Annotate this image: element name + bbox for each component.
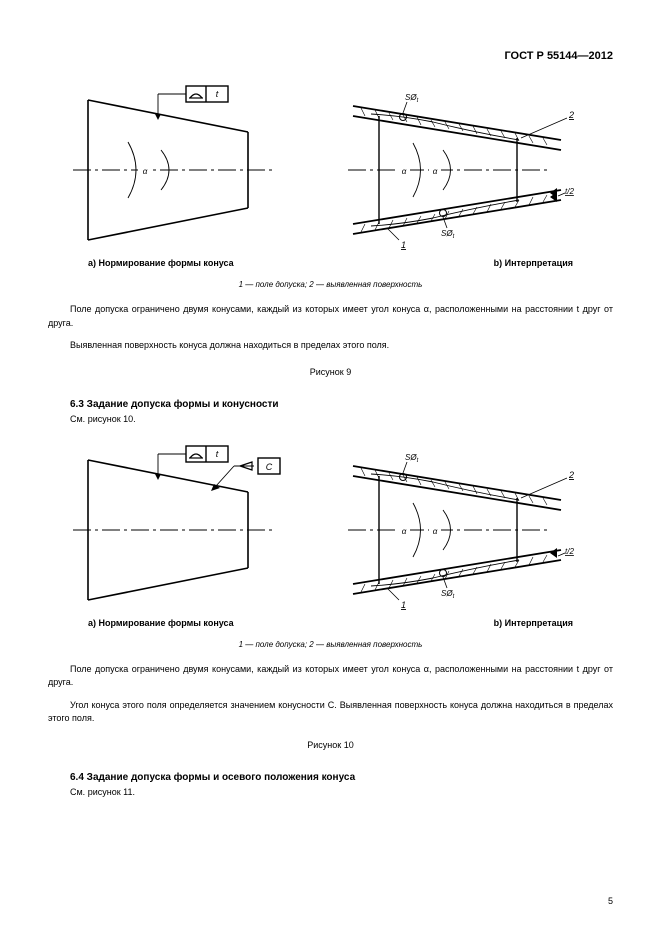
figure-9a-svg: α t [68, 80, 298, 250]
svg-text:C: C [266, 462, 273, 472]
fig10-caption-b: b) Интерпретация [494, 618, 573, 628]
fig9-caption-b: b) Интерпретация [494, 258, 573, 268]
figure-10b-svg: α α SØt SØt 1 2 t/2 [343, 440, 593, 610]
figure-9-legend: 1 — поле допуска; 2 — выявленная поверхн… [48, 280, 613, 289]
figure-9-captions: a) Нормирование формы конуса b) Интерпре… [88, 258, 573, 268]
figure-10-legend: 1 — поле допуска; 2 — выявленная поверхн… [48, 640, 613, 649]
svg-text:SØt: SØt [441, 589, 455, 600]
fig10-text-2: Угол конуса этого поля определяется знач… [48, 699, 613, 726]
fig9-caption-a: a) Нормирование формы конуса [88, 258, 234, 268]
svg-text:SØt: SØt [441, 229, 455, 240]
svg-text:α: α [402, 527, 407, 536]
page-number: 5 [608, 896, 613, 906]
section-6-3-ref: См. рисунок 10. [48, 414, 613, 424]
svg-text:2: 2 [568, 470, 574, 480]
section-6-4-ref: См. рисунок 11. [48, 787, 613, 797]
figure-9-diagrams: α t [68, 80, 593, 250]
standard-id: ГОСТ Р 55144—2012 [48, 50, 613, 62]
section-6-4-heading: 6.4 Задание допуска формы и осевого поло… [48, 772, 613, 783]
svg-text:2: 2 [568, 110, 574, 120]
fig10-caption-a: a) Нормирование формы конуса [88, 618, 234, 628]
svg-text:t/2: t/2 [565, 547, 574, 556]
figure-10a-svg: t C [68, 440, 298, 610]
svg-text:α: α [433, 167, 438, 176]
svg-text:α: α [433, 527, 438, 536]
figure-9b-svg: α α SØt SØt 1 2 t/2 [343, 80, 593, 250]
svg-text:α: α [143, 167, 148, 176]
figure-9-label: Рисунок 9 [48, 367, 613, 377]
fig10-text-1: Поле допуска ограничено двумя конусами, … [48, 663, 613, 690]
svg-text:α: α [402, 167, 407, 176]
figure-10-diagrams: t C [68, 440, 593, 610]
figure-10-captions: a) Нормирование формы конуса b) Интерпре… [88, 618, 573, 628]
fig9-text-1: Поле допуска ограничено двумя конусами, … [48, 303, 613, 330]
figure-10-label: Рисунок 10 [48, 740, 613, 750]
section-6-3-heading: 6.3 Задание допуска формы и конусности [48, 399, 613, 410]
svg-text:t/2: t/2 [565, 187, 574, 196]
svg-text:1: 1 [401, 600, 406, 610]
svg-text:1: 1 [401, 240, 406, 250]
fig9-text-2: Выявленная поверхность конуса должна нах… [48, 339, 613, 353]
